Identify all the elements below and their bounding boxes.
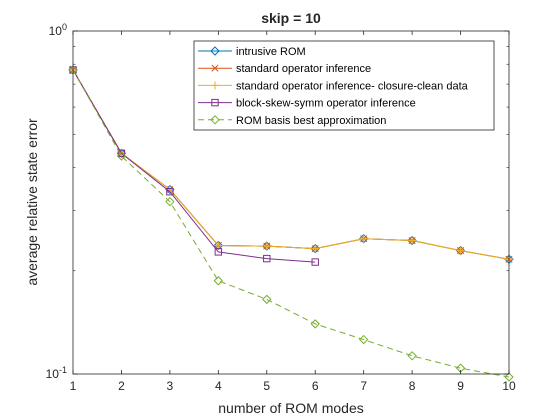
x-axis-label: number of ROM modes [218,400,364,416]
data-point [211,64,219,72]
axes-box [72,30,510,375]
x-tick-label: 6 [312,379,319,393]
data-point [262,242,271,251]
x-tick-label: 7 [360,379,367,393]
data-point [408,236,417,245]
data-point [358,334,369,345]
legend-entry-label: intrusive ROM [236,46,306,58]
series-rom-basis-best-approximation [68,65,514,382]
data-point [456,246,465,255]
x-tick-label: 2 [118,379,125,393]
x-tick-label: 10 [502,379,516,393]
data-point [310,319,320,329]
data-point [210,115,220,125]
y-tick-label: 100 [49,22,67,38]
data-point [263,254,271,263]
chart-title: skip = 10 [261,10,321,26]
data-point [407,351,417,361]
series-line [72,69,510,260]
x-tick-label: 1 [70,379,77,393]
legend-entry-label: block-skew-symm operator inference [236,98,416,110]
legend-entry-label: standard operator inference- closure-cle… [236,80,469,92]
data-point [311,258,319,266]
series-block-skew-symm-operator-inference [69,66,319,266]
legend-box [193,40,495,131]
data-point [117,149,126,157]
data-point [214,241,223,250]
legend: intrusive ROM standard operator inference… [193,40,495,131]
y-axis-label: average relative state error [24,118,40,286]
x-tick-label: 3 [167,379,174,393]
data-point [165,196,175,207]
data-point [166,188,174,196]
legend-entry-label: ROM basis best approximation [236,115,386,127]
x-tick-label: 9 [457,379,464,393]
data-point [214,248,223,256]
x-tick-label: 4 [215,379,222,393]
y-tick-label: 10-1 [46,365,67,381]
series-layer [68,65,514,382]
tick-layer: 1 2 3 4 5 6 7 8 9 10 100 10-1 [46,22,516,393]
data-point [211,98,219,107]
data-point [116,151,127,161]
data-point [210,46,220,56]
data-point [211,81,219,90]
data-point [262,294,272,305]
x-tick-label: 8 [409,379,416,393]
data-point [213,276,224,286]
data-point [311,244,320,253]
series-line [72,69,316,263]
data-point [359,234,368,243]
x-tick-label: 5 [263,379,270,393]
series-line [72,69,510,378]
data-point [504,372,514,382]
legend-entry-label: standard operator inference [236,63,371,75]
